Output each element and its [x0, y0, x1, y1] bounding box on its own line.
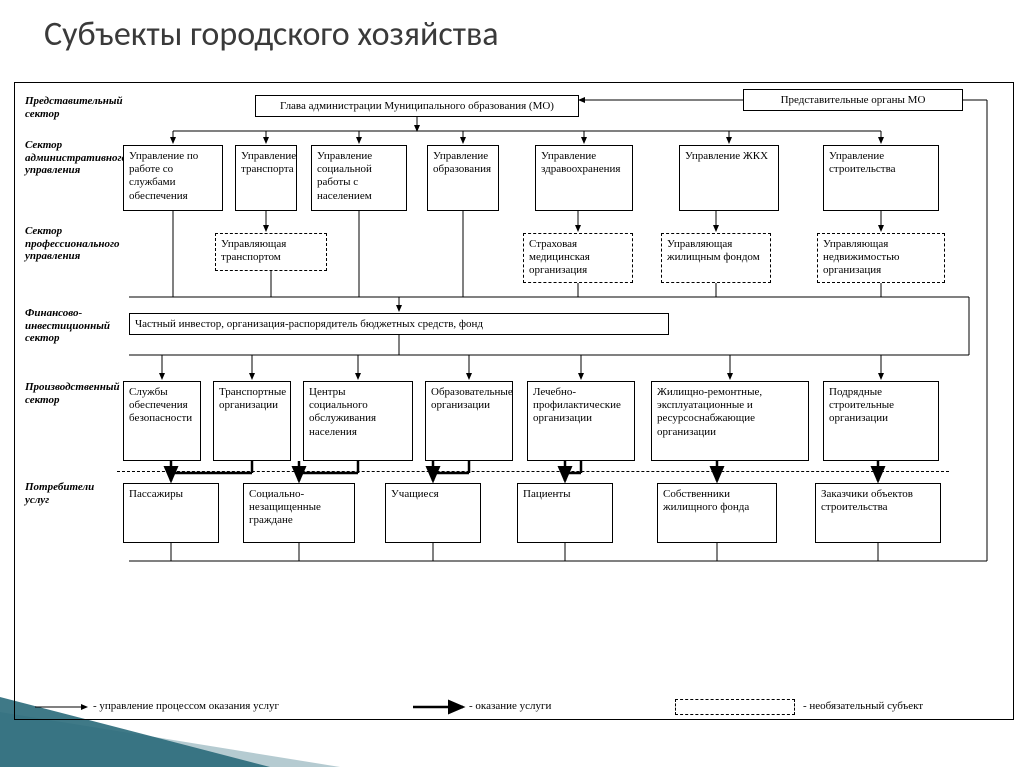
node-p3: Центры социального обслуживания населени…	[303, 381, 413, 461]
node-head: Глава администрации Муниципального образ…	[255, 95, 579, 117]
node-rep-org: Представительные органы МО	[743, 89, 963, 111]
row-label-admin: Сектор административного управления	[25, 139, 113, 177]
node-fin: Частный инвестор, организация-распорядит…	[129, 313, 669, 335]
legend-manage: - управление процессом оказания услуг	[93, 700, 279, 712]
node-u7: Управление строительства	[823, 145, 939, 211]
node-c4: Пациенты	[517, 483, 613, 543]
node-p4: Образовательные организации	[425, 381, 513, 461]
node-u3: Управление социальной работы с население…	[311, 145, 407, 211]
node-p6: Жилищно-ремонтные, эксплуатационные и ре…	[651, 381, 809, 461]
node-u5: Управление здравоохранения	[535, 145, 633, 211]
node-c2: Социально-незащищенные граждане	[243, 483, 355, 543]
node-p1: Службы обеспечения безопасности	[123, 381, 201, 461]
consumer-separator	[117, 471, 949, 480]
node-m2: Страховая медицинская организация	[523, 233, 633, 283]
row-label-consumers: Потребители услуг	[25, 481, 113, 506]
legend-service: - оказание услуги	[469, 700, 551, 712]
node-u2: Управление транспорта	[235, 145, 297, 211]
node-u4: Управление образования	[427, 145, 499, 211]
row-label-production: Производственный сектор	[25, 381, 113, 406]
node-c1: Пассажиры	[123, 483, 219, 543]
node-c5: Собственники жилищного фонда	[657, 483, 777, 543]
legend-optional: - необязательный субъект	[803, 700, 923, 712]
node-m1: Управляющая транспортом	[215, 233, 327, 271]
node-p7: Подрядные строительные организации	[823, 381, 939, 461]
flowchart-frame: Представительный сектор Сектор администр…	[14, 82, 1014, 720]
node-c6: Заказчики объектов строительства	[815, 483, 941, 543]
page-title: Субъекты городского хозяйства	[44, 14, 499, 55]
row-label-finance: Финансово-инвестиционный сектор	[25, 307, 113, 345]
node-p5: Лечебно-профилактические организации	[527, 381, 635, 461]
legend-dashed-sample	[675, 699, 795, 715]
node-m3: Управляющая жилищным фондом	[661, 233, 771, 283]
node-p2: Транспортные организации	[213, 381, 291, 461]
node-u6: Управление ЖКХ	[679, 145, 779, 211]
node-m4: Управляющая недвижимостью организация	[817, 233, 945, 283]
node-u1: Управление по работе со службами обеспеч…	[123, 145, 223, 211]
row-label-professional: Сектор профессионального управления	[25, 225, 113, 263]
row-label-representative: Представительный сектор	[25, 95, 113, 120]
node-c3: Учащиеся	[385, 483, 481, 543]
